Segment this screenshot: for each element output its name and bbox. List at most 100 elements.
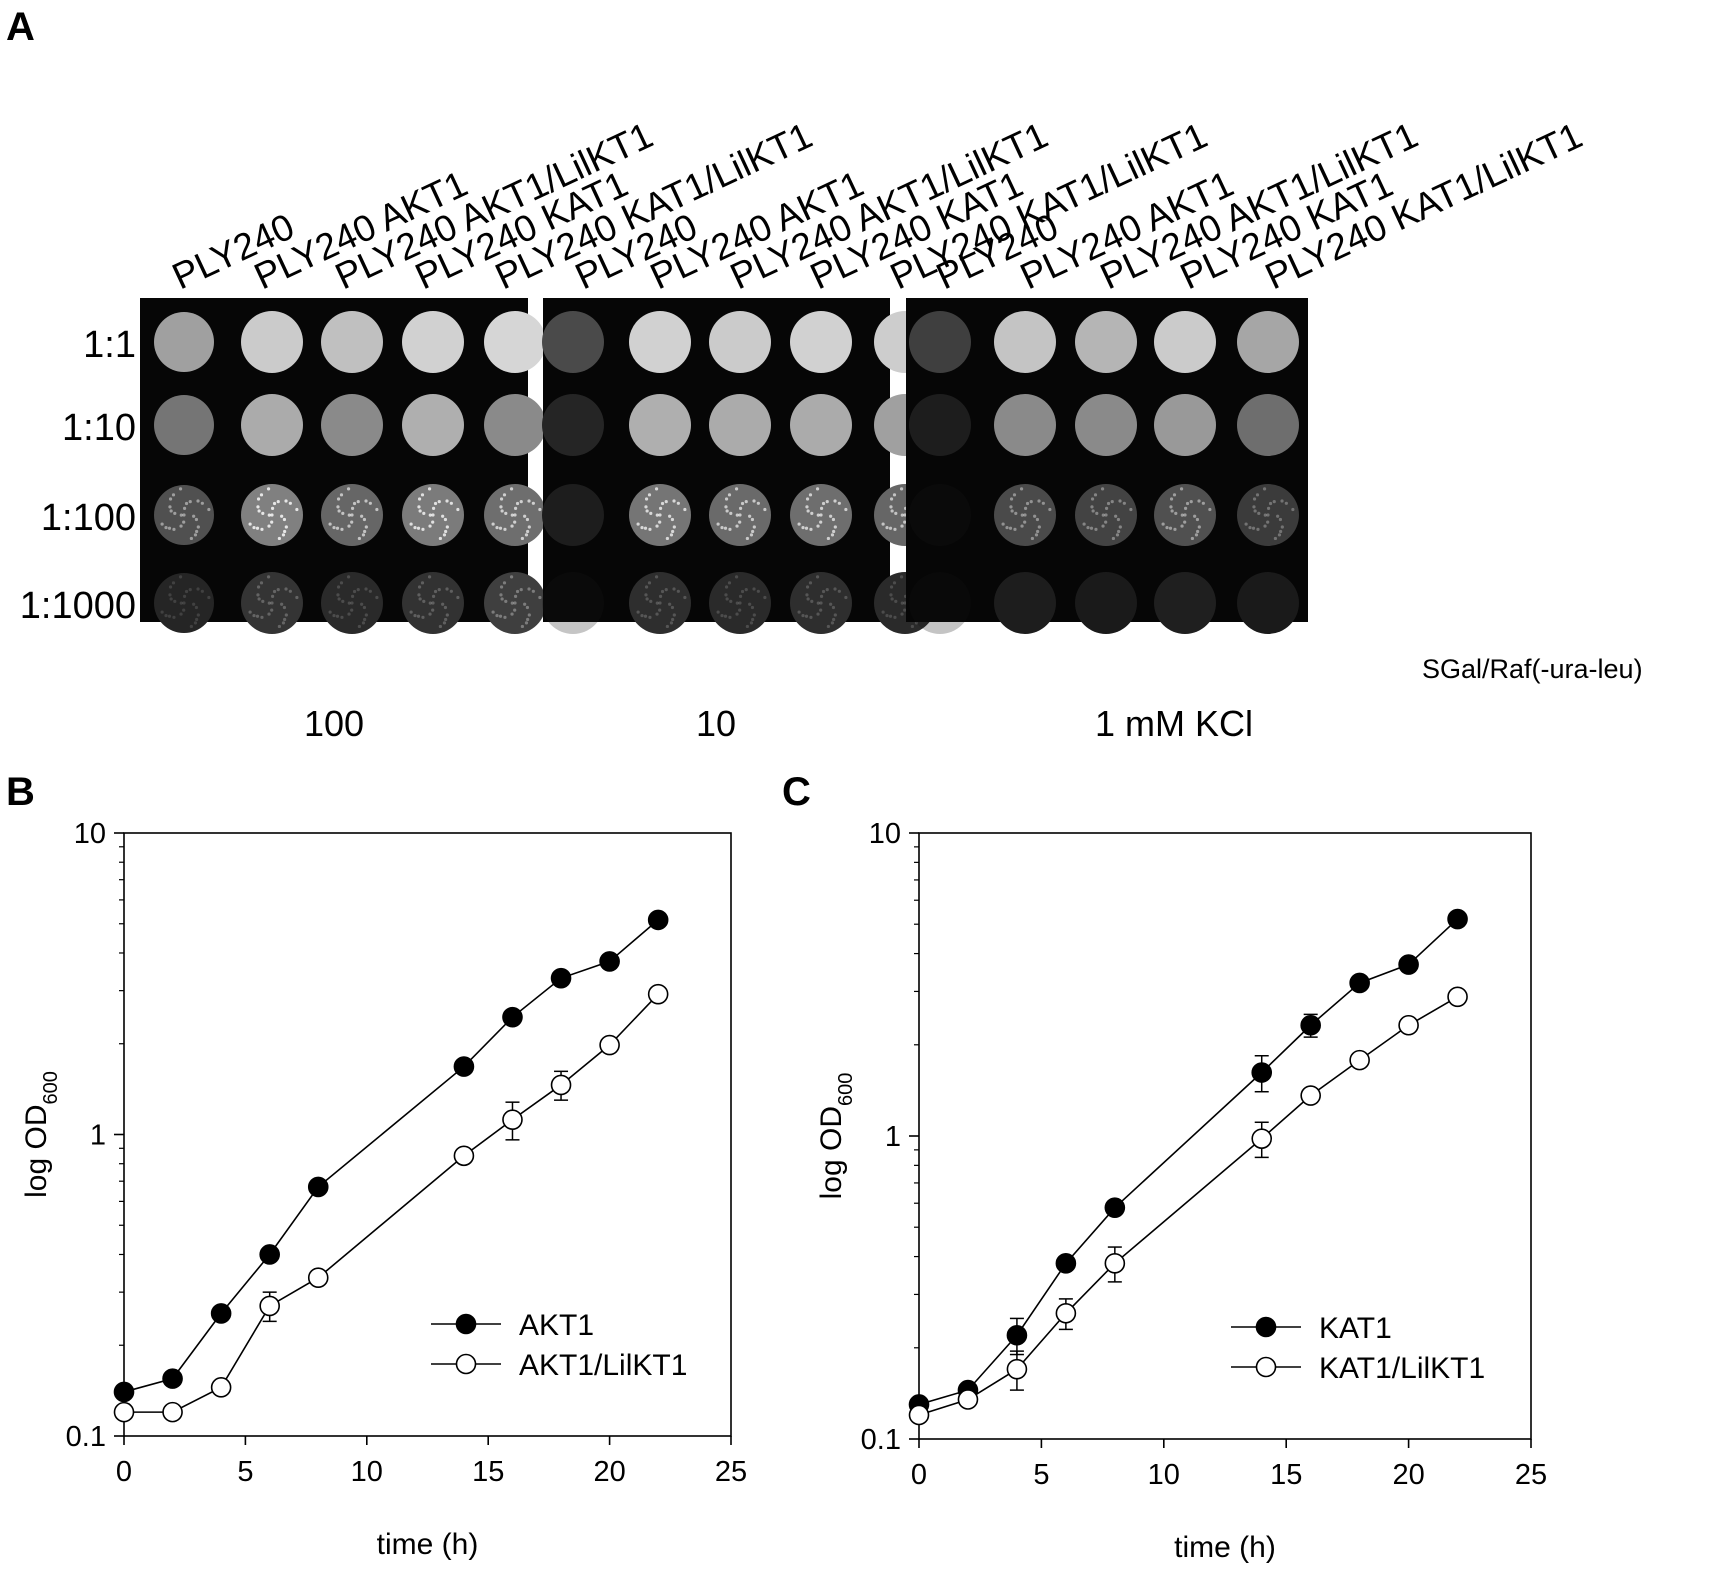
colony-speck — [664, 499, 668, 504]
series-line — [124, 993, 659, 1413]
colony-speck — [1034, 533, 1039, 537]
colony-speck — [763, 507, 767, 512]
yeast-spot — [629, 311, 691, 373]
yeast-spot — [909, 572, 971, 634]
colony-speck — [417, 505, 421, 509]
colony-speck — [648, 615, 652, 619]
colony-speck — [738, 608, 742, 612]
colony-speck — [252, 525, 256, 530]
data-point — [113, 1401, 135, 1423]
colony-speck — [643, 526, 648, 530]
plot-frame — [123, 832, 732, 1437]
colony-speck — [676, 501, 680, 505]
colony-speck — [336, 585, 341, 589]
colony-speck — [832, 617, 836, 622]
colony-speck — [336, 593, 340, 597]
colony-speck — [272, 501, 277, 506]
colony-speck — [519, 587, 523, 592]
colony-speck — [283, 617, 287, 622]
colony-speck — [1165, 525, 1169, 530]
colony-speck — [340, 615, 344, 619]
colony-speck — [752, 613, 756, 617]
yeast-spot — [994, 311, 1056, 373]
colony-speck — [427, 575, 432, 579]
colony-speck — [716, 522, 720, 526]
colony-speck — [1110, 499, 1114, 504]
colony-speck — [751, 529, 755, 534]
colony-speck — [192, 514, 196, 518]
colony-speck — [1118, 499, 1122, 503]
colony-speck — [207, 507, 211, 512]
colony-speck — [350, 594, 355, 599]
yeast-spot — [1075, 311, 1137, 373]
colony-speck — [179, 513, 183, 517]
data-point — [210, 1303, 232, 1324]
colony-speck — [196, 587, 200, 591]
colony-speck — [431, 601, 435, 605]
colony-speck — [443, 605, 448, 610]
colony-speck — [417, 497, 422, 501]
colony-speck — [200, 589, 204, 593]
colony-speck — [182, 520, 186, 524]
colony-speck — [844, 595, 848, 600]
colony-speck — [672, 525, 676, 529]
colony-speck — [196, 525, 200, 529]
colony-speck — [362, 517, 367, 522]
colony-speck — [819, 594, 824, 599]
colony-speck — [676, 589, 680, 593]
colony-speck — [735, 612, 739, 616]
colony-speck — [513, 601, 517, 605]
data-point — [599, 1034, 620, 1056]
colony-speck — [881, 610, 885, 614]
data-point — [1398, 954, 1419, 975]
colony-speck — [260, 615, 264, 619]
colony-speck — [260, 527, 264, 531]
colony-speck — [889, 593, 893, 597]
y-tick-label: 1 — [90, 1120, 106, 1152]
yeast-spot — [1237, 484, 1299, 546]
colony-speck — [523, 602, 527, 606]
colony-speck — [1291, 507, 1295, 512]
colony-speck — [360, 514, 364, 518]
condition-label: 10 — [696, 703, 736, 744]
colony-speck — [364, 613, 368, 617]
colony-speck — [740, 589, 745, 594]
colony-speck — [256, 585, 261, 589]
yeast-spot — [1154, 484, 1216, 546]
colony-speck — [188, 499, 192, 504]
colony-speck — [665, 624, 669, 629]
colony-speck — [1197, 499, 1201, 503]
colony-speck — [815, 575, 820, 579]
colony-speck — [833, 613, 837, 617]
colony-speck — [360, 602, 364, 606]
colony-speck — [833, 587, 837, 591]
colony-speck — [1037, 499, 1041, 503]
colony-speck — [346, 487, 351, 491]
yeast-spot — [709, 394, 771, 456]
colony-speck — [826, 624, 830, 629]
colony-speck — [644, 585, 649, 589]
colony-speck — [270, 520, 274, 524]
colony-speck — [526, 529, 530, 534]
colony-speck — [1101, 524, 1105, 528]
y-axis-label-subscript: 600 — [835, 1073, 857, 1106]
colony-speck — [1253, 509, 1257, 513]
colony-speck — [513, 608, 517, 612]
colony-speck — [281, 533, 286, 537]
colony-speck — [745, 624, 749, 629]
colony-speck — [335, 526, 340, 530]
colony-speck — [182, 601, 186, 605]
colony-speck — [1169, 505, 1173, 509]
colony-speck — [644, 593, 648, 597]
colony-speck — [438, 536, 442, 541]
colony-speck — [1278, 517, 1283, 522]
colony-speck — [649, 511, 653, 515]
panel-c-letter: C — [782, 770, 811, 814]
spot-plate — [542, 298, 936, 634]
colony-speck — [1280, 525, 1284, 529]
colony-speck — [647, 493, 652, 497]
colony-speck — [900, 612, 904, 616]
colony-speck — [1248, 525, 1252, 530]
